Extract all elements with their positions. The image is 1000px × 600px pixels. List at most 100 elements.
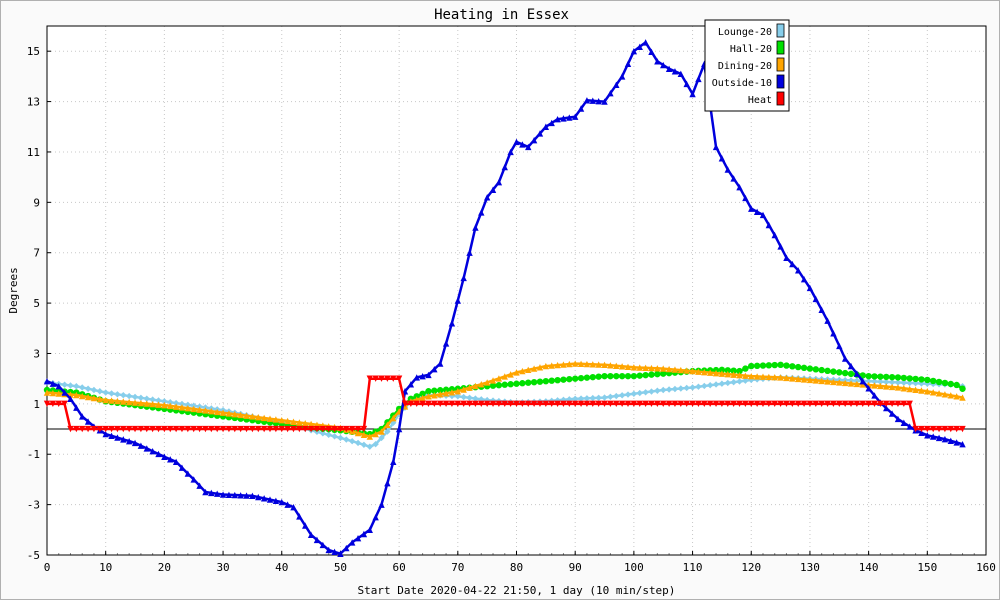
data-point-heat bbox=[836, 400, 843, 408]
data-point-hall-20 bbox=[419, 390, 426, 397]
data-point-dining-20 bbox=[730, 371, 737, 378]
data-point-hall-20 bbox=[431, 387, 438, 394]
data-point-outside-10 bbox=[442, 340, 450, 347]
data-point-outside-10 bbox=[249, 492, 256, 500]
data-point-dining-20 bbox=[648, 364, 655, 372]
data-point-heat bbox=[343, 425, 350, 433]
data-point-dining-20 bbox=[748, 372, 755, 380]
data-point-heat bbox=[454, 400, 462, 408]
data-point-hall-20 bbox=[548, 377, 555, 384]
data-point-lounge-20 bbox=[718, 380, 726, 387]
data-point-dining-20 bbox=[272, 416, 280, 423]
data-point-outside-10 bbox=[108, 432, 115, 440]
data-point-lounge-20 bbox=[677, 385, 685, 392]
data-point-hall-20 bbox=[642, 371, 649, 379]
data-point-heat bbox=[530, 400, 538, 408]
data-point-lounge-20 bbox=[131, 393, 139, 401]
data-point-lounge-20 bbox=[894, 379, 902, 386]
data-point-lounge-20 bbox=[695, 383, 702, 390]
legend-swatch-lounge-20 bbox=[776, 23, 785, 38]
data-point-heat bbox=[929, 425, 937, 433]
data-point-outside-10 bbox=[243, 492, 250, 499]
data-point-heat bbox=[618, 400, 626, 408]
data-point-hall-20 bbox=[648, 371, 655, 378]
data-point-dining-20 bbox=[542, 362, 550, 370]
data-point-outside-10 bbox=[55, 383, 62, 390]
data-point-dining-20 bbox=[448, 389, 456, 396]
data-point-outside-10 bbox=[730, 175, 737, 182]
data-point-dining-20 bbox=[765, 373, 773, 381]
data-point-dining-20 bbox=[601, 361, 608, 369]
data-point-dining-20 bbox=[577, 360, 585, 368]
data-point-dining-20 bbox=[783, 374, 790, 382]
data-point-heat bbox=[172, 425, 180, 433]
data-point-heat bbox=[554, 400, 561, 408]
data-point-hall-20 bbox=[660, 370, 667, 377]
data-point-heat bbox=[266, 425, 274, 433]
data-point-outside-10 bbox=[871, 392, 878, 399]
data-point-heat bbox=[613, 400, 620, 408]
data-point-dining-20 bbox=[390, 414, 397, 422]
data-point-heat bbox=[348, 425, 356, 433]
data-point-dining-20 bbox=[219, 409, 227, 416]
data-point-outside-10 bbox=[219, 491, 227, 498]
data-point-dining-20 bbox=[630, 364, 638, 371]
data-point-dining-20 bbox=[49, 389, 57, 397]
data-point-outside-10 bbox=[255, 493, 262, 501]
data-point-heat bbox=[560, 400, 567, 408]
data-point-dining-20 bbox=[178, 404, 186, 411]
data-point-hall-20 bbox=[560, 376, 567, 383]
data-point-hall-20 bbox=[525, 379, 532, 386]
data-point-dining-20 bbox=[43, 389, 51, 396]
data-point-outside-10 bbox=[202, 488, 209, 496]
data-point-heat bbox=[313, 425, 321, 433]
data-point-dining-20 bbox=[208, 407, 215, 415]
data-point-lounge-20 bbox=[601, 394, 608, 401]
data-point-lounge-20 bbox=[712, 381, 720, 388]
data-point-lounge-20 bbox=[360, 441, 368, 448]
y-tick-label: -5 bbox=[27, 549, 40, 562]
data-point-dining-20 bbox=[149, 400, 156, 408]
data-point-hall-20 bbox=[912, 375, 919, 383]
data-point-heat bbox=[354, 425, 362, 433]
data-point-hall-20 bbox=[935, 378, 943, 386]
data-point-heat bbox=[577, 400, 585, 408]
data-point-dining-20 bbox=[706, 369, 714, 376]
data-point-outside-10 bbox=[530, 136, 538, 144]
data-point-outside-10 bbox=[759, 211, 767, 219]
data-point-lounge-20 bbox=[618, 392, 626, 399]
data-point-heat bbox=[260, 425, 268, 433]
data-point-lounge-20 bbox=[730, 378, 737, 386]
data-point-dining-20 bbox=[883, 383, 890, 390]
data-point-heat bbox=[665, 400, 673, 408]
data-point-lounge-20 bbox=[108, 390, 115, 397]
data-point-lounge-20 bbox=[624, 391, 632, 398]
data-point-heat bbox=[278, 425, 285, 433]
data-point-outside-10 bbox=[577, 105, 585, 112]
data-point-outside-10 bbox=[454, 297, 462, 304]
data-point-dining-20 bbox=[900, 385, 908, 392]
data-point-outside-10 bbox=[425, 371, 432, 379]
data-point-outside-10 bbox=[542, 123, 550, 130]
data-point-dining-20 bbox=[777, 374, 784, 381]
data-point-lounge-20 bbox=[900, 379, 908, 386]
legend-label-hall-20: Hall-20 bbox=[730, 44, 772, 55]
data-point-hall-20 bbox=[941, 379, 949, 387]
data-point-lounge-20 bbox=[84, 385, 92, 392]
data-point-heat bbox=[143, 425, 150, 433]
data-point-dining-20 bbox=[137, 399, 145, 407]
data-point-lounge-20 bbox=[871, 378, 878, 385]
data-point-heat bbox=[137, 425, 145, 433]
data-point-dining-20 bbox=[378, 428, 385, 435]
data-point-heat bbox=[131, 425, 139, 433]
data-point-lounge-20 bbox=[155, 397, 162, 404]
data-point-dining-20 bbox=[959, 394, 966, 401]
data-point-outside-10 bbox=[677, 70, 685, 78]
data-point-outside-10 bbox=[830, 330, 837, 337]
data-point-outside-10 bbox=[771, 231, 778, 239]
data-point-dining-20 bbox=[454, 388, 462, 395]
data-point-heat bbox=[466, 400, 473, 408]
data-point-outside-10 bbox=[102, 430, 109, 438]
data-point-heat bbox=[689, 400, 696, 408]
data-point-outside-10 bbox=[753, 208, 761, 215]
